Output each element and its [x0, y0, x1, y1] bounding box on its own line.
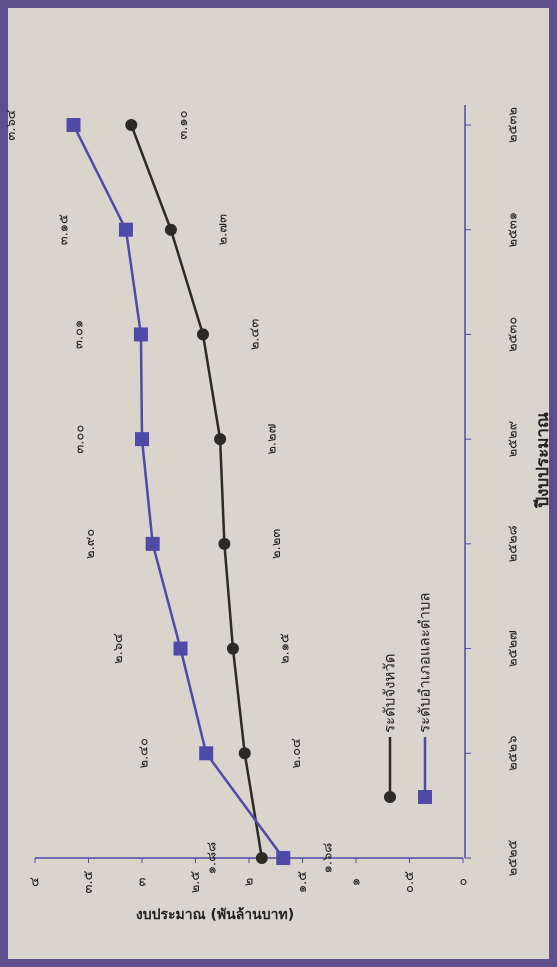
- legend-marker: [384, 791, 396, 803]
- marker: [255, 852, 268, 864]
- value-label: ๒.๗๓: [215, 214, 230, 245]
- y-tick-label: ๓: [135, 877, 150, 886]
- x-tick-label: ๒๕๒๘: [506, 525, 521, 562]
- x-tick-label: ๒๕๒๕: [506, 839, 521, 876]
- x-tick-label: ๒๕๒๖: [506, 736, 521, 771]
- marker: [133, 327, 148, 342]
- value-label: ๒.๙๐: [83, 529, 98, 559]
- marker: [199, 746, 214, 761]
- x-tick-label: ๒๕๒๙: [506, 421, 521, 458]
- value-label: ๓.๐๐: [73, 425, 88, 454]
- value-label: ๓.๖๔: [4, 109, 19, 140]
- y-tick-label: ๑: [349, 878, 364, 886]
- marker: [218, 537, 231, 550]
- value-label: ๓.๑๐: [176, 110, 191, 139]
- y-tick-label: ๑.๕: [295, 871, 310, 893]
- y-tick-label: ๓.๕: [81, 870, 96, 893]
- marker: [173, 641, 188, 656]
- marker: [196, 328, 209, 341]
- marker: [214, 433, 227, 446]
- value-label: ๑.๖๘: [321, 843, 336, 874]
- marker: [238, 747, 251, 760]
- marker: [66, 118, 81, 132]
- x-tick-label: ๒๕๓๑: [506, 212, 521, 248]
- marker: [145, 536, 160, 551]
- value-label: ๒.๔๓: [247, 319, 262, 351]
- y-tick-label: ๐: [456, 878, 471, 886]
- value-label: ๑.๘๘: [204, 842, 219, 874]
- marker: [125, 119, 138, 131]
- marker: [164, 223, 177, 236]
- y-tick-label: ๔: [28, 877, 43, 887]
- series-line: [130, 124, 264, 859]
- value-label: ๒.๑๕: [277, 633, 292, 664]
- value-label: ๒.๖๔: [111, 633, 126, 664]
- value-label: ๒.๒๓: [269, 529, 284, 559]
- legend-label: ระดับอำเภอและตำบล: [416, 592, 434, 733]
- value-label: ๒.๒๗: [265, 424, 280, 455]
- series-line: [72, 124, 285, 859]
- value-label: ๓.๑๕: [56, 214, 71, 245]
- x-tick-label: ๒๕๓๒: [506, 107, 521, 143]
- marker: [135, 432, 149, 447]
- x-axis-title: ปีงบประมาณ: [532, 412, 553, 509]
- legend-label: ระดับจังหวัด: [381, 653, 399, 733]
- y-tick-label: ๐.๕: [402, 871, 417, 893]
- marker: [276, 851, 291, 865]
- chart-background: [8, 8, 549, 959]
- marker: [118, 222, 133, 237]
- x-tick-label: ๒๕๓๐: [506, 317, 521, 352]
- value-label: ๒.๐๔: [289, 738, 304, 769]
- x-tick-label: ๒๕๒๗: [506, 630, 521, 667]
- y-tick-label: ๒.๕: [188, 871, 203, 894]
- legend-marker: [418, 790, 432, 804]
- marker: [226, 642, 239, 655]
- y-tick-label: ๒: [242, 878, 257, 887]
- value-label: ๓.๐๑: [71, 320, 86, 349]
- y-axis-title: งบประมาณ (พันล้านบาท): [136, 907, 294, 923]
- value-label: ๒.๔๐: [137, 738, 152, 769]
